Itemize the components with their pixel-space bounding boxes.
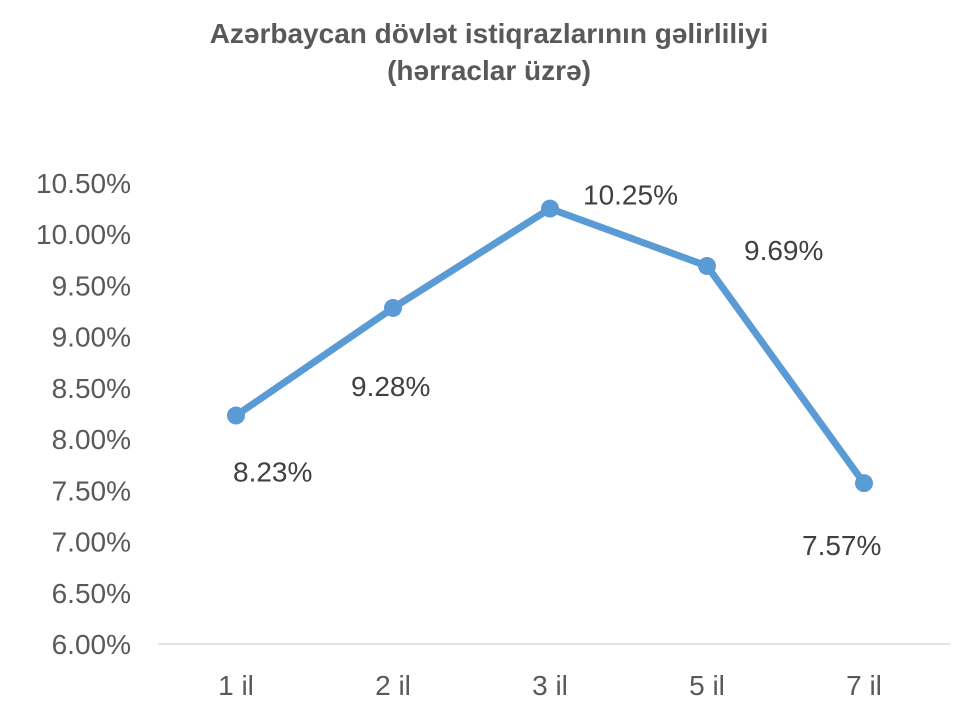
y-tick-label: 8.00% (52, 424, 131, 455)
y-tick-label: 9.00% (52, 322, 131, 353)
y-tick-label: 6.50% (52, 578, 131, 609)
y-tick-label: 6.00% (52, 629, 131, 660)
data-label: 9.69% (744, 235, 823, 266)
data-label: 9.28% (351, 371, 430, 402)
data-point (855, 474, 873, 493)
y-tick-label: 10.00% (36, 219, 131, 250)
data-point (698, 256, 716, 275)
x-tick-label: 2 il (375, 670, 411, 701)
data-point (227, 406, 245, 425)
chart-title: Azərbaycan dövlət istiqrazlarının gəlirl… (209, 18, 769, 49)
data-point (541, 199, 559, 218)
data-point (384, 298, 402, 317)
data-label: 8.23% (233, 457, 312, 488)
x-tick-label: 5 il (689, 670, 725, 701)
chart-subtitle: (hərraclar üzrə) (387, 55, 591, 86)
x-tick-label: 3 il (532, 670, 568, 701)
data-label: 7.57% (802, 530, 881, 561)
data-label: 10.25% (583, 180, 678, 211)
x-tick-label: 7 il (846, 670, 882, 701)
y-tick-label: 7.00% (52, 527, 131, 558)
y-tick-label: 7.50% (52, 475, 131, 506)
x-tick-label: 1 il (218, 670, 254, 701)
y-tick-label: 9.50% (52, 270, 131, 301)
y-tick-label: 8.50% (52, 373, 131, 404)
y-tick-label: 10.50% (36, 168, 131, 199)
